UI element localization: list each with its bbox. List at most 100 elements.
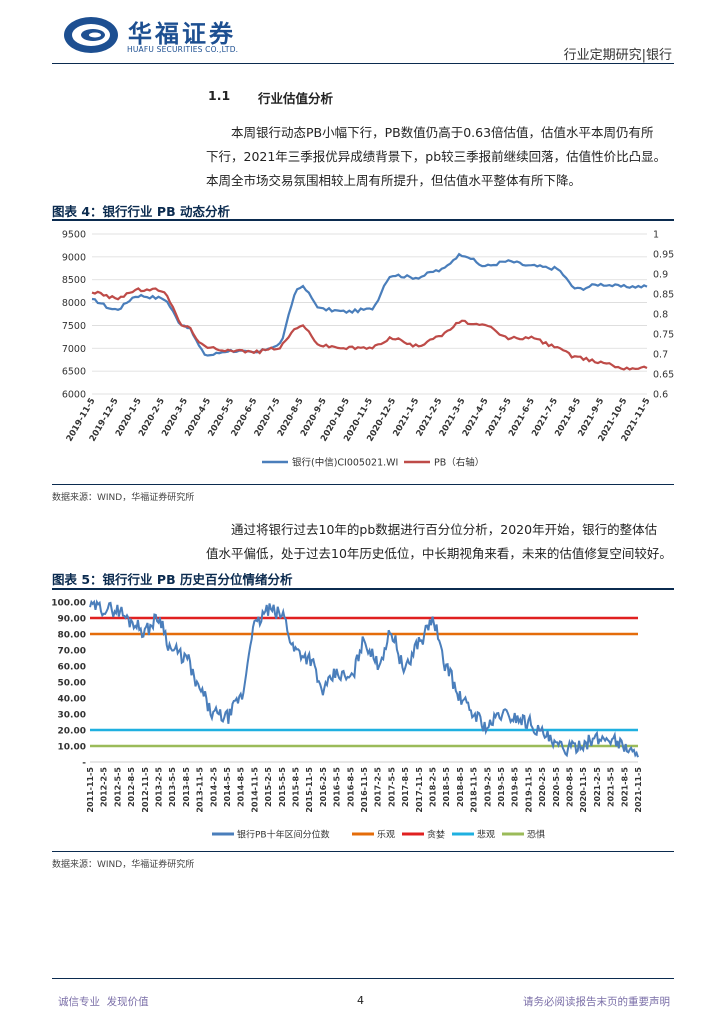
footer-slogan: 诚信专业 发现价值	[58, 996, 149, 1008]
legend-label-5: 恐惧	[527, 829, 545, 841]
right-axis-tick-label: 0.75	[653, 330, 674, 341]
y-axis-tick-label: 100.00	[52, 599, 86, 609]
x-axis-tick-label: 2013-5-5	[168, 767, 177, 807]
x-axis-tick-label: 2017-8-5	[401, 767, 410, 807]
x-axis-tick-label: 2013-11-5	[196, 767, 205, 813]
x-axis-tick-label: 2021-8-5	[620, 767, 629, 807]
header-rule	[52, 63, 674, 64]
y-axis-tick-label: 20.00	[58, 727, 86, 737]
y-axis-tick-label: 80.00	[58, 631, 86, 641]
figure-4-top-rule	[52, 219, 674, 221]
figure-4-title: 图表 4：银行行业 PB 动态分析	[52, 204, 230, 219]
legend-label-4: 悲观	[477, 829, 495, 841]
left-axis-tick-label: 7500	[62, 321, 86, 332]
figure-5-title: 图表 5：银行行业 PB 历史百分位情绪分析	[52, 572, 293, 587]
x-axis-tick-label: 2014-5-5	[223, 767, 232, 807]
x-axis-tick-label: 2018-5-5	[442, 767, 451, 807]
pb-percentile-chart: 100.00 90.00 80.00 70.00 60.00 50.00 40.00 30.0…	[52, 599, 643, 841]
right-axis-tick-label: 0.9	[653, 270, 668, 281]
paragraph-1: 本周银行动态PB小幅下行，PB数值仍高于0.63倍估值，估值水平本周仍有所 下行…	[206, 121, 676, 193]
company-name-en: HUAFU SECURITIES CO.,LTD.	[127, 45, 239, 54]
figure-5-source: 数据来源：WIND，华福证券研究所	[52, 860, 195, 870]
figure-5-bottom-rule	[52, 851, 674, 852]
left-axis-tick-label: 6500	[62, 367, 86, 378]
figure-4-source: 数据来源：WIND，华福证券研究所	[52, 493, 195, 503]
legend-label-1: 银行(中信)CI005021.WI	[292, 457, 398, 469]
x-axis-tick-label: 2016-11-5	[360, 767, 369, 813]
x-axis-tick-label: 2012-11-5	[141, 767, 150, 813]
x-axis-tick-label: 2016-5-5	[333, 767, 342, 807]
paragraph-1-line: 下行，2021年三季报优异成绩背景下，pb较三季报前继续回落，估值性价比凸显。	[206, 149, 667, 164]
x-axis-tick-label: 2021-2-5	[593, 767, 602, 807]
x-axis-tick-label: 2017-2-5	[374, 767, 383, 807]
right-axis-tick-label: 0.7	[653, 350, 668, 361]
x-axis-tick-label: 2021-11-5	[634, 767, 643, 813]
right-axis-tick-label: 0.8	[653, 310, 668, 321]
paragraph-1-line: 本周银行动态PB小幅下行，PB数值仍高于0.63倍估值，估值水平本周仍有所	[231, 125, 654, 140]
x-axis-tick-label: 2020-8-5	[566, 767, 575, 807]
paragraph-2: 通过将银行过去10年的pb数据进行百分位分析，2020年开始，银行的整体估 值水…	[206, 518, 676, 566]
x-axis-tick-label: 2018-11-5	[470, 767, 479, 813]
x-axis-tick-label: 2019-2-5	[483, 767, 492, 807]
x-axis-tick-label: 2019-11-5	[524, 767, 533, 813]
section-title: 行业估值分析	[258, 91, 334, 106]
left-axis-tick-label: 8500	[62, 275, 86, 286]
y-axis-tick-label: 50.00	[58, 679, 86, 689]
x-axis-tick-label: 2019-8-5	[511, 767, 520, 807]
y-axis-tick-label: 60.00	[58, 663, 86, 673]
x-axis-tick-label: 2014-11-5	[250, 767, 259, 813]
x-axis-tick-label: 2020-5-5	[552, 767, 561, 807]
x-axis-tick-label: 2016-2-5	[319, 767, 328, 807]
company-logo-icon	[64, 17, 118, 53]
x-axis-tick-label: 2015-5-5	[278, 767, 287, 807]
series-line-2	[91, 287, 648, 371]
right-axis-tick-label: 0.85	[653, 290, 674, 301]
x-axis-tick-label: 2014-8-5	[237, 767, 246, 807]
right-axis-tick-label: 0.65	[653, 370, 674, 381]
y-axis-tick-label: 70.00	[58, 647, 86, 657]
x-axis-tick-label: 2015-2-5	[264, 767, 273, 807]
y-axis-tick-label: 40.00	[58, 695, 86, 705]
left-axis-tick-label: 6000	[62, 390, 86, 401]
x-axis-tick-label: 2014-2-5	[209, 767, 218, 807]
x-axis-tick-label: 2017-11-5	[415, 767, 424, 813]
legend-label-1: 银行PB十年区间分位数	[237, 829, 330, 841]
percentile-series-line	[89, 599, 639, 758]
x-axis-tick-label: 2013-2-5	[155, 767, 164, 807]
x-axis-tick-label: 2016-8-5	[346, 767, 355, 807]
paragraph-1-line: 本周全市场交易氛围相较上周有所提升，但估值水平整体有所下降。	[206, 173, 582, 188]
right-axis-tick-label: 1	[653, 230, 659, 241]
footer-rule	[52, 978, 674, 979]
left-axis-tick-label: 8000	[62, 298, 86, 309]
y-axis-tick-label: 10.00	[58, 743, 86, 753]
x-axis-tick-label: 2011-11-5	[86, 767, 95, 813]
pb-dynamic-chart: 6000 6500 7000 7500 8000 8500 9000 9500 0.6 0.65 0…	[62, 230, 674, 469]
x-axis-tick-label: 2012-5-5	[113, 767, 122, 807]
x-axis-tick-label: 2013-8-5	[182, 767, 191, 807]
x-axis-tick-label: 2015-11-5	[305, 767, 314, 813]
paragraph-2-line: 通过将银行过去10年的pb数据进行百分位分析，2020年开始，银行的整体估	[231, 522, 658, 537]
right-axis-tick-label: 0.95	[653, 250, 674, 261]
figure-5-top-rule	[52, 588, 674, 590]
legend-label-2: PB（右轴）	[434, 457, 484, 469]
x-axis-tick-label: 2020-11-5	[579, 767, 588, 813]
report-type: 行业定期研究|银行	[563, 48, 672, 63]
x-axis-tick-label: 2021-5-5	[607, 767, 616, 807]
legend-label-2: 乐观	[377, 829, 395, 841]
page-number: 4	[357, 994, 364, 1007]
y-axis-tick-label: 90.00	[58, 615, 86, 625]
x-axis-tick-label: 2019-5-5	[497, 767, 506, 807]
section-number: 1.1	[208, 88, 231, 103]
series-line-1	[91, 252, 648, 357]
x-axis-tick-label: 2012-2-5	[100, 767, 109, 807]
footer-disclaimer: 请务必阅读报告末页的重要声明	[523, 996, 670, 1008]
x-axis-tick-label: 2018-8-5	[456, 767, 465, 807]
x-axis-tick-label: 2018-2-5	[429, 767, 438, 807]
x-axis-tick-label: 2017-5-5	[387, 767, 396, 807]
header: 华福证券 HUAFU SECURITIES CO.,LTD. 行业定期研究|银行	[0, 0, 724, 64]
paragraph-2-line: 值水平偏低，处于过去10年历史低位，中长期视角来看，未来的估值修复空间较好。	[206, 546, 672, 561]
x-axis-tick-label: 2012-8-5	[127, 767, 136, 807]
y-axis-tick-label: 30.00	[58, 711, 86, 721]
figure-4-bottom-rule	[52, 484, 674, 485]
left-axis-tick-label: 9500	[62, 230, 86, 241]
